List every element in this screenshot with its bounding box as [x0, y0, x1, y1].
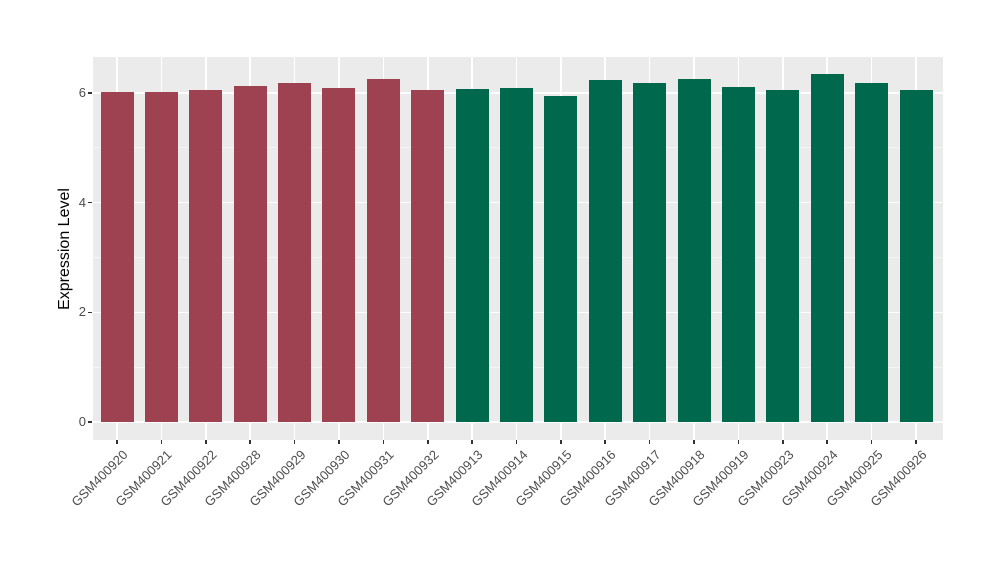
- x-axis-tick: [204, 440, 207, 444]
- bar: [233, 86, 267, 422]
- y-axis-tick-label: 2: [78, 304, 86, 320]
- x-axis-tick: [648, 440, 651, 444]
- x-axis-tick: [782, 440, 784, 444]
- gridline-major-horizontal: [93, 421, 943, 423]
- bar: [677, 79, 711, 422]
- x-axis-tick: [471, 440, 473, 444]
- x-axis-tick: [915, 440, 917, 444]
- bar: [899, 89, 933, 422]
- y-axis-tick-label: 0: [78, 414, 86, 429]
- y-axis-tick: [88, 92, 92, 94]
- bar: [455, 89, 489, 422]
- y-axis-title: Expression Level: [56, 188, 73, 310]
- x-axis-tick: [116, 440, 118, 444]
- y-axis-tick: [88, 201, 92, 204]
- bar: [144, 92, 178, 422]
- bar: [278, 83, 312, 422]
- x-axis-tick: [515, 440, 518, 444]
- x-axis-tick: [338, 440, 340, 444]
- x-axis-tick: [249, 440, 251, 444]
- bar: [544, 96, 578, 422]
- y-axis-tick: [88, 311, 92, 314]
- plot-panel: [93, 57, 943, 440]
- bar: [588, 79, 622, 422]
- x-axis-tick: [826, 440, 829, 444]
- bar: [855, 83, 889, 422]
- x-axis-tick: [737, 440, 740, 444]
- y-axis-tick-label: 6: [78, 85, 86, 101]
- bar: [633, 82, 667, 422]
- bar: [100, 92, 134, 422]
- bar: [721, 86, 755, 422]
- x-axis-tick: [693, 440, 695, 444]
- x-axis-tick: [426, 440, 429, 444]
- bar: [766, 89, 800, 422]
- bar: [810, 74, 844, 422]
- y-axis-tick: [88, 421, 92, 423]
- bar: [411, 90, 445, 422]
- x-axis-tick: [560, 440, 562, 444]
- x-axis-tick: [870, 440, 873, 444]
- x-axis-tick: [293, 440, 296, 444]
- bar: [500, 88, 533, 422]
- bar: [189, 89, 223, 422]
- x-axis-tick: [604, 440, 607, 444]
- y-axis-tick-label: 4: [78, 194, 86, 210]
- bar: [366, 78, 400, 422]
- x-axis-tick: [382, 440, 385, 444]
- x-axis-tick: [160, 440, 163, 444]
- bar: [322, 88, 356, 422]
